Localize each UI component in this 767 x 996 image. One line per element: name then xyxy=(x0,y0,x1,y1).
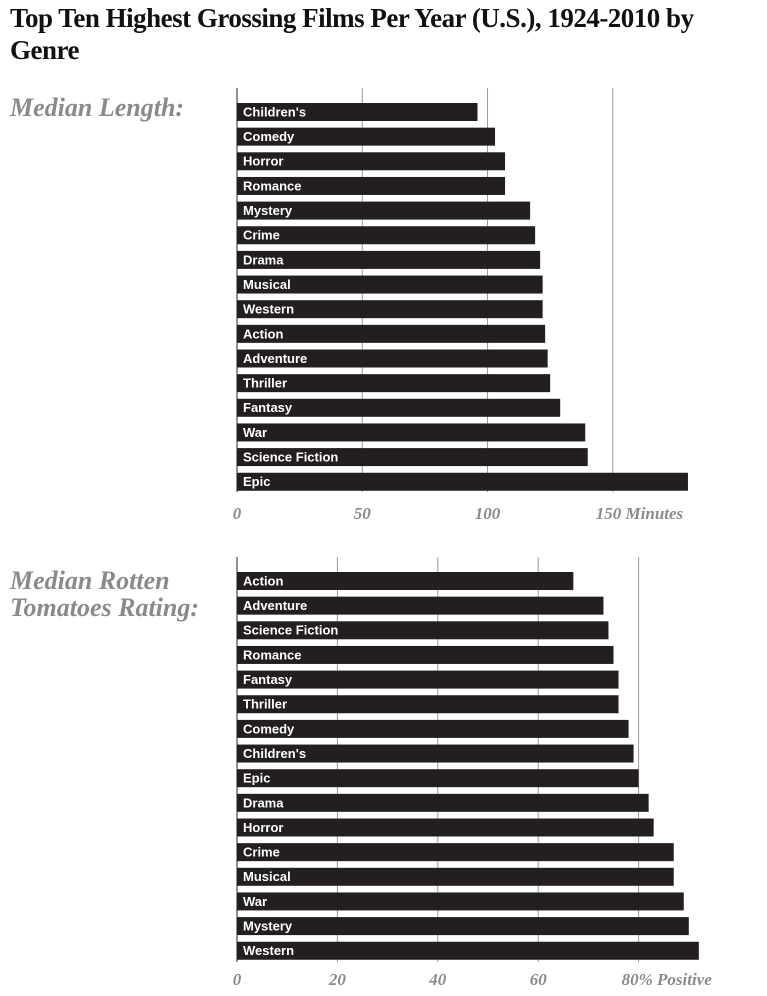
category-label: Action xyxy=(243,326,284,341)
category-label: Crime xyxy=(243,228,280,243)
bar xyxy=(237,917,689,936)
bar xyxy=(237,226,536,245)
bar xyxy=(237,398,561,417)
bar xyxy=(237,867,674,886)
category-label: Drama xyxy=(243,252,284,267)
bar xyxy=(237,670,619,689)
category-label: Musical xyxy=(243,869,291,884)
bar xyxy=(237,472,688,491)
category-label: Epic xyxy=(243,474,270,489)
bar xyxy=(237,818,654,837)
bar xyxy=(237,695,619,714)
bar xyxy=(237,621,609,640)
category-label: Drama xyxy=(243,795,284,810)
bar xyxy=(237,275,543,294)
category-label: Western xyxy=(243,302,294,317)
chart-label: Median Rotten Tomatoes Rating: xyxy=(10,566,200,622)
category-label: Science Fiction xyxy=(243,450,338,465)
bar xyxy=(237,843,674,862)
category-label: Musical xyxy=(243,277,291,292)
category-label: Science Fiction xyxy=(243,623,338,638)
x-tick-label: 60 xyxy=(530,970,548,989)
category-label: Horror xyxy=(243,820,283,835)
category-label: War xyxy=(243,894,267,909)
bar xyxy=(237,572,574,590)
page-title: Top Ten Highest Grossing Films Per Year … xyxy=(10,3,694,65)
bar xyxy=(237,176,506,195)
x-tick-label: 40 xyxy=(428,970,447,989)
bar xyxy=(237,349,548,368)
x-tick-label: 0 xyxy=(233,970,242,989)
bar xyxy=(237,374,551,393)
category-label: Fantasy xyxy=(243,672,293,687)
category-label: Thriller xyxy=(243,697,287,712)
x-tick-label: 100 xyxy=(475,504,501,523)
category-label: Fantasy xyxy=(243,400,293,415)
chart-label: Median Length: xyxy=(10,93,185,122)
category-label: Romance xyxy=(243,647,302,662)
x-tick-label: 0 xyxy=(233,504,242,523)
bar xyxy=(237,941,699,960)
category-label: Mystery xyxy=(243,919,293,934)
category-label: Romance xyxy=(243,178,302,193)
bar xyxy=(237,127,496,146)
category-label: Thriller xyxy=(243,376,287,391)
bar xyxy=(237,152,506,171)
category-label: Children's xyxy=(243,746,306,761)
category-label: Horror xyxy=(243,154,283,169)
bar xyxy=(237,892,684,911)
bar xyxy=(237,250,541,269)
category-label: Mystery xyxy=(243,203,293,218)
category-label: Adventure xyxy=(243,351,307,366)
bar xyxy=(237,719,629,738)
bar xyxy=(237,596,604,615)
bar xyxy=(237,103,478,121)
bar xyxy=(237,793,649,812)
bar xyxy=(237,744,634,763)
bar xyxy=(237,645,614,664)
bar xyxy=(237,324,546,343)
category-label: Western xyxy=(243,943,294,958)
bar xyxy=(237,300,543,319)
category-label: Action xyxy=(243,573,284,588)
category-label: Crime xyxy=(243,845,280,860)
bar xyxy=(237,423,586,442)
category-label: War xyxy=(243,425,267,440)
category-label: Adventure xyxy=(243,598,307,613)
category-label: Comedy xyxy=(243,721,295,736)
x-tick-label: 80% Positive xyxy=(622,970,713,989)
bar xyxy=(237,769,639,788)
x-tick-label: 20 xyxy=(328,970,347,989)
category-label: Comedy xyxy=(243,129,295,144)
category-label: Epic xyxy=(243,771,270,786)
x-tick-label: 150 Minutes xyxy=(596,504,684,523)
bar xyxy=(237,201,531,220)
category-label: Children's xyxy=(243,104,306,119)
bar xyxy=(237,448,588,467)
x-tick-label: 50 xyxy=(354,504,372,523)
